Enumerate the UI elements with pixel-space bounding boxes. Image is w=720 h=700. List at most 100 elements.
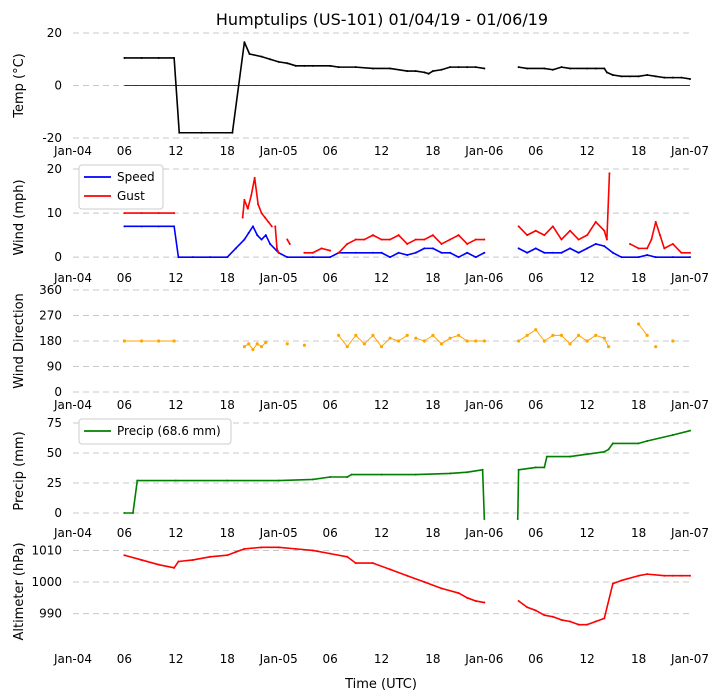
data-point <box>257 203 260 206</box>
data-point <box>689 574 691 577</box>
data-point <box>466 596 469 599</box>
data-point <box>173 225 176 228</box>
data-point <box>449 66 452 69</box>
x-tick-label: Jan-06 <box>464 398 503 412</box>
data-point <box>260 55 263 58</box>
series-line <box>124 41 485 134</box>
y-tick-label: 50 <box>47 446 62 460</box>
data-point <box>474 256 477 259</box>
data-point <box>457 256 460 259</box>
data-point <box>607 448 610 451</box>
x-tick-label: Jan-06 <box>464 526 503 540</box>
y-tick-label: 1000 <box>31 575 62 589</box>
x-tick-label: 12 <box>374 398 389 412</box>
data-point <box>620 75 623 78</box>
data-point <box>346 476 349 478</box>
data-point <box>637 442 640 445</box>
data-point <box>671 256 674 259</box>
data-point <box>605 238 608 241</box>
series-line <box>518 243 690 258</box>
data-point <box>389 67 392 70</box>
data-point <box>629 242 632 245</box>
x-tick-label: 18 <box>425 144 440 158</box>
x-tick-label: 06 <box>322 144 337 158</box>
x-tick-label: Jan-04 <box>53 144 92 158</box>
data-point <box>534 247 537 250</box>
data-point <box>483 518 486 520</box>
data-point <box>178 131 181 134</box>
x-tick-label: 12 <box>580 144 595 158</box>
data-point <box>620 579 623 582</box>
x-tick-label: 06 <box>322 398 337 412</box>
data-point <box>594 220 597 223</box>
data-point <box>209 256 212 259</box>
data-point <box>260 546 263 549</box>
x-tick-label: Jan-05 <box>259 398 298 412</box>
series-trace <box>518 328 610 347</box>
data-point <box>543 67 546 70</box>
data-point <box>526 234 529 237</box>
x-tick-label: 12 <box>374 271 389 285</box>
series-trace <box>338 334 408 348</box>
x-tick-label: 12 <box>580 398 595 412</box>
series-trace <box>415 334 485 345</box>
series-line <box>629 221 690 254</box>
data-point <box>517 468 520 471</box>
data-point <box>389 568 392 571</box>
data-point <box>603 229 606 232</box>
data-point <box>337 251 340 254</box>
data-point <box>247 231 250 234</box>
data-point <box>286 238 289 241</box>
data-point <box>534 466 537 469</box>
legend: Speed Gust <box>78 164 164 210</box>
y-axis-label: Wind Direction <box>12 293 27 389</box>
data-point <box>329 249 332 252</box>
y-tick-label: 1010 <box>31 543 62 557</box>
data-point <box>346 555 349 558</box>
data-point <box>481 468 484 471</box>
data-point <box>140 558 143 561</box>
panel-wind: 0 10 20 Wind (mph) Jan-04 06 12 18 Jan-05 06 12 18 J… <box>12 162 709 285</box>
legend: Precip (68.6 mm) <box>78 418 232 445</box>
data-point <box>406 242 409 245</box>
panels: -20 0 20 Temp (°C) Jan-04 06 12 18 Jan-05 06 12 18 J… <box>12 26 709 666</box>
data-point <box>123 554 126 557</box>
data-point <box>251 225 254 228</box>
data-point <box>440 587 443 590</box>
data-point <box>560 618 563 621</box>
y-axis-label: Wind (mph) <box>12 179 27 255</box>
data-point <box>354 562 357 565</box>
data-point <box>350 473 353 476</box>
data-point <box>659 234 662 237</box>
x-tick-label: 18 <box>631 652 646 666</box>
data-point <box>680 76 683 79</box>
data-point <box>406 70 409 73</box>
x-tick-label: Jan-06 <box>464 652 503 666</box>
data-point <box>389 238 392 241</box>
data-point <box>526 251 529 254</box>
data-point <box>474 238 477 241</box>
series-line <box>516 429 691 520</box>
data-point <box>311 251 314 254</box>
data-point <box>226 479 229 482</box>
panel-temp: -20 0 20 Temp (°C) Jan-04 06 12 18 Jan-05 06 12 18 J… <box>12 26 709 158</box>
data-point <box>371 562 374 565</box>
data-point <box>545 455 548 458</box>
data-point <box>414 238 417 241</box>
data-point <box>294 547 297 550</box>
y-tick-label: 20 <box>47 162 62 176</box>
y-tick-label: 0 <box>54 250 62 264</box>
data-point <box>654 345 658 349</box>
data-point <box>689 77 691 80</box>
legend-label: Speed <box>117 170 155 184</box>
data-point <box>680 251 683 254</box>
data-point <box>671 339 675 343</box>
data-point <box>157 563 160 566</box>
data-point <box>594 620 597 623</box>
data-point <box>466 66 469 69</box>
data-point <box>663 76 666 79</box>
data-point <box>346 242 349 245</box>
data-point <box>551 615 554 618</box>
data-point <box>226 554 229 557</box>
